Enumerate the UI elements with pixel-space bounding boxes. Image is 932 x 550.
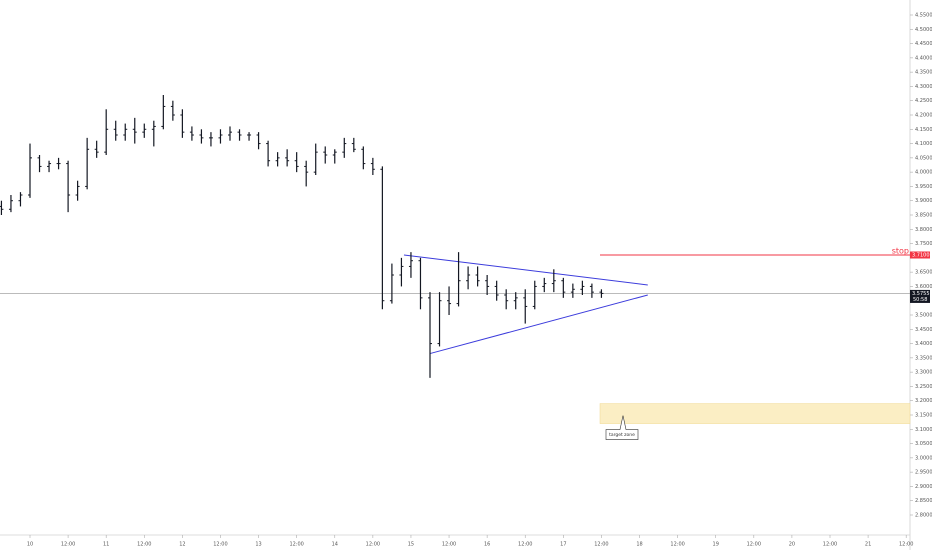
x-tick-label: 12:00 [289,542,303,548]
x-tick-label: 12:00 [137,542,151,548]
x-tick-label: 12:00 [747,542,761,548]
x-tick-label: 12:00 [518,542,532,548]
y-tick-label: 3.2500 [915,384,932,390]
y-tick-label: 3.0000 [915,455,932,461]
x-tick-label: 11 [103,542,109,548]
y-tick-label: 4.1500 [915,127,932,133]
x-tick-label: 16 [484,542,490,548]
y-tick-label: 4.3000 [915,84,932,90]
x-tick-label: 17 [560,542,566,548]
y-tick-label: 4.4500 [915,41,932,47]
y-tick-label: 4.5500 [915,13,932,19]
stop-price-label: 3.7100 [912,253,930,259]
y-tick-label: 3.1500 [915,413,932,419]
trendline [403,254,648,286]
y-tick-label: 3.6000 [915,284,932,290]
current-price-box [910,289,930,303]
countdown-label: 50:58 [913,297,927,303]
x-tick-label: 15 [408,542,414,548]
y-tick-label: 4.2000 [915,113,932,119]
y-tick-label: 3.2000 [915,398,932,404]
y-tick-label: 4.0000 [915,170,932,176]
y-tick-label: 3.4000 [915,341,932,347]
trendline [429,294,648,355]
y-tick-label: 3.0500 [915,441,932,447]
x-tick-label: 18 [636,542,642,548]
x-tick-label: 12:00 [670,542,684,548]
x-tick-label: 10 [27,542,33,548]
y-tick-label: 3.9000 [915,198,932,204]
x-tick-label: 12:00 [594,542,608,548]
y-tick-label: 3.4500 [915,327,932,333]
target-zone [599,403,911,424]
x-tick-label: 12 [179,542,185,548]
stop-label: stop [892,247,909,256]
x-tick-label: 21 [865,542,871,548]
stop-price-box [910,251,930,259]
y-tick-label: 2.9000 [915,484,932,490]
y-tick-label: 2.8500 [915,498,932,504]
x-tick-label: 12:00 [213,542,227,548]
y-tick-label: 3.7500 [915,241,932,247]
current-price-label: 3.5755 [912,291,930,297]
y-tick-label: 3.3500 [915,355,932,361]
x-tick-label: 12:00 [61,542,75,548]
y-tick-label: 3.9500 [915,184,932,190]
x-tick-label: 19 [713,542,719,548]
x-tick-label: 20 [789,542,795,548]
callout-label: target zone [609,432,635,438]
y-tick-label: 4.2500 [915,98,932,104]
x-tick-label: 13 [255,542,261,548]
x-tick-label: 14 [332,542,338,548]
y-tick-label: 3.5000 [915,313,932,319]
callout [605,415,639,440]
y-tick-label: 2.9500 [915,470,932,476]
x-tick-label: 12:00 [366,542,380,548]
y-tick-label: 3.1000 [915,427,932,433]
y-tick-label: 2.8000 [915,513,932,519]
y-tick-label: 3.6500 [915,270,932,276]
y-tick-label: 4.4000 [915,55,932,61]
y-tick-label: 3.8000 [915,227,932,233]
y-tick-label: 3.8500 [915,213,932,219]
y-tick-label: 3.3000 [915,370,932,376]
x-tick-label: 12:00 [442,542,456,548]
x-tick-label: 12:00 [823,542,837,548]
x-tick-label: 12:00 [899,542,913,548]
y-tick-label: 4.1000 [915,141,932,147]
y-tick-label: 4.0500 [915,155,932,161]
y-tick-label: 4.3500 [915,70,932,76]
y-tick-label: 4.5000 [915,27,932,33]
